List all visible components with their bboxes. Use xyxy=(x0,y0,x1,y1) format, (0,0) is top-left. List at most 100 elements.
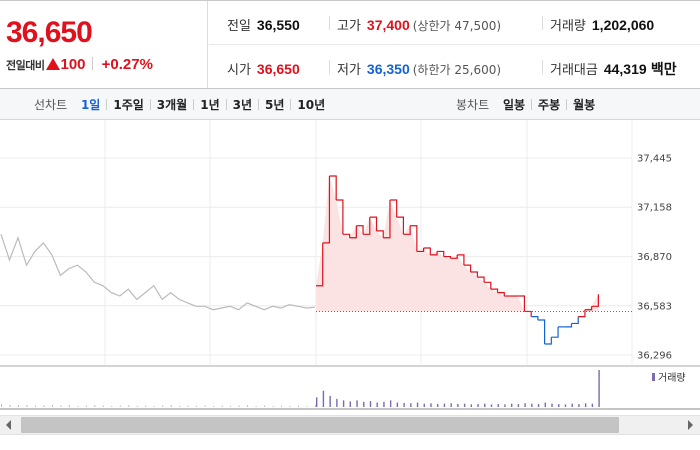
stat-label: 전일 xyxy=(227,19,251,34)
period-5y[interactable]: 5년 xyxy=(265,98,285,112)
volume-bar xyxy=(578,404,580,407)
change-label: 전일대비 xyxy=(6,59,45,72)
price-chart-svg: 37,445 37,158 36,870 36,583 36,296 거래량 xyxy=(0,120,700,410)
divider xyxy=(258,99,259,110)
volume-bar xyxy=(369,401,372,407)
stat-label: 저가 xyxy=(337,63,361,78)
volume-bar xyxy=(383,401,385,407)
period-bar: 선차트 1일 1주일 3개월 1년 3년 5년 10년 봉차트 일봉 주봉 월봉 xyxy=(0,89,700,120)
volume-bars xyxy=(1,370,600,407)
period-10y[interactable]: 10년 xyxy=(297,98,326,112)
volume-bar xyxy=(9,404,11,407)
volume-bar xyxy=(504,404,506,407)
change-row: 전일대비 100 +0.27% xyxy=(6,54,153,73)
volume-bar xyxy=(517,404,520,407)
volume-bar xyxy=(510,403,513,407)
volume-bar xyxy=(564,404,567,407)
divider xyxy=(531,99,533,110)
volume-bar xyxy=(591,403,594,407)
chart-scrollbar[interactable] xyxy=(0,411,700,438)
y-tick-label: 37,158 xyxy=(637,203,672,214)
volume-bar xyxy=(316,397,318,407)
volume-bar xyxy=(349,401,352,407)
quote-stats: 전일 36,550 고가 37,400 (상한가 47,500) 거래량 1,202,0… xyxy=(209,1,700,88)
stat-value: 37,400 xyxy=(366,17,410,33)
volume-bar xyxy=(484,403,486,407)
line-chart-title: 선차트 xyxy=(34,98,68,112)
stat-label: 거래대금 xyxy=(550,63,598,78)
volume-bar xyxy=(85,405,87,407)
candle-weekly[interactable]: 주봉 xyxy=(538,98,561,112)
today-segment xyxy=(329,175,337,201)
stat-value: 36,350 xyxy=(366,61,410,77)
scroll-thumb[interactable] xyxy=(21,417,619,433)
volume-bar xyxy=(230,405,232,407)
volume-bar xyxy=(34,405,36,407)
candle-chart-title: 봉차트 xyxy=(456,98,490,112)
y-tick-label: 36,296 xyxy=(637,351,672,362)
volume-legend-label: 거래량 xyxy=(658,372,686,384)
volume-bar xyxy=(389,400,392,407)
scroll-left-icon[interactable] xyxy=(6,420,11,430)
stat-open: 시가 36,650 xyxy=(227,59,300,78)
divider xyxy=(91,57,93,70)
divider xyxy=(329,16,330,30)
period-3m[interactable]: 3개월 xyxy=(156,98,188,112)
volume-bar xyxy=(329,395,331,407)
today-segment xyxy=(490,288,499,293)
volume-bar xyxy=(416,402,419,407)
divider xyxy=(566,99,568,110)
period-3y[interactable]: 3년 xyxy=(232,98,252,112)
volume-bar xyxy=(598,370,600,407)
today-segment xyxy=(423,247,431,255)
volume-bar xyxy=(403,402,405,407)
today-segment xyxy=(477,276,485,283)
candle-daily[interactable]: 일봉 xyxy=(502,98,526,112)
today-fill-area xyxy=(316,176,599,312)
divider xyxy=(329,60,330,74)
today-segment xyxy=(430,251,438,256)
today-series xyxy=(316,175,599,345)
volume-bar xyxy=(128,405,130,407)
chart-grid xyxy=(0,120,700,410)
period-1d[interactable]: 1일 xyxy=(80,98,101,112)
volume-bar xyxy=(437,404,439,407)
y-tick-label: 36,870 xyxy=(637,252,672,263)
today-segment xyxy=(336,199,344,235)
divider xyxy=(542,16,543,30)
divider xyxy=(542,60,543,74)
volume-bar xyxy=(94,405,96,407)
period-1w[interactable]: 1주일 xyxy=(113,98,144,112)
volume-bar xyxy=(17,405,19,407)
volume-bar xyxy=(524,403,526,407)
volume-bar xyxy=(544,402,546,407)
today-segment xyxy=(437,250,445,257)
today-segment xyxy=(376,230,384,238)
volume-bar xyxy=(170,405,172,407)
volume-bar xyxy=(537,404,540,407)
volume-bar xyxy=(298,405,300,407)
intraday-chart[interactable]: 37,445 37,158 36,870 36,583 36,296 거래량 xyxy=(0,120,700,410)
today-fill xyxy=(316,176,599,312)
previous-day-line xyxy=(0,234,316,311)
upper-limit: (상한가 47,500) xyxy=(412,19,502,33)
candle-chart-periods: 봉차트 일봉 주봉 월봉 xyxy=(456,96,595,113)
scroll-right-icon[interactable] xyxy=(688,420,693,430)
candle-monthly[interactable]: 월봉 xyxy=(573,98,596,112)
period-1y[interactable]: 1년 xyxy=(200,98,220,112)
today-segment xyxy=(497,291,505,297)
today-segment xyxy=(571,316,579,325)
stat-value: 36,550 xyxy=(256,17,300,33)
stats-row: 시가 36,650 저가 36,350 (하한가 25,600) 거래대금 44,319… xyxy=(209,45,700,89)
volume-bar xyxy=(187,405,189,407)
volume-bar xyxy=(336,398,338,407)
volume-bar xyxy=(213,405,215,407)
volume-bar xyxy=(423,403,425,407)
volume-bar xyxy=(342,400,345,407)
today-segment xyxy=(369,216,378,231)
volume-bar xyxy=(247,405,249,407)
volume-bar xyxy=(363,401,365,407)
volume-bar xyxy=(179,405,181,407)
volume-bar xyxy=(376,402,378,407)
today-segment xyxy=(551,326,559,338)
